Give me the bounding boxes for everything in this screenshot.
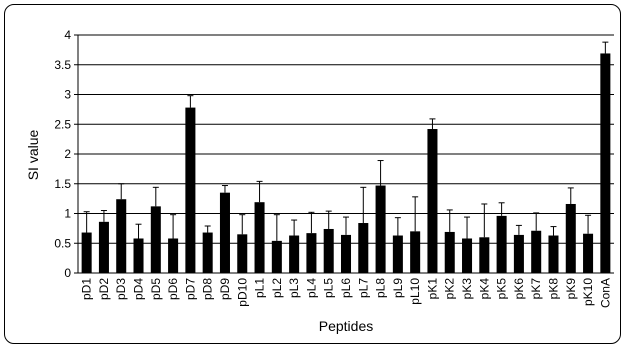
axes (77, 35, 614, 274)
bar (133, 238, 144, 273)
x-tick-label: pK7 (529, 278, 543, 300)
x-tick-labels: pD1 pD2 pD3 pD4 pD5 pD6 pD7 pD8 pD9 pD10 pL1 pL2 pL3… (80, 278, 613, 308)
x-tick-label: pL1 (253, 278, 267, 298)
x-tick-label: pD7 (183, 278, 197, 300)
x-axis-title: Peptides (319, 318, 373, 334)
y-tick-label: 0.5 (54, 236, 71, 250)
y-tick-label: 4 (64, 28, 71, 42)
bar (496, 215, 507, 273)
bar (427, 129, 438, 273)
y-tick-label: 1 (64, 207, 71, 221)
bar (479, 237, 490, 273)
bar (202, 232, 213, 273)
x-tick-label: pD1 (80, 278, 94, 300)
x-tick-label: ConA (598, 278, 612, 308)
x-tick-label: pD6 (166, 278, 180, 300)
x-tick-label: pL10 (408, 278, 422, 305)
x-tick-label: pK9 (564, 278, 578, 300)
x-tick-label: pK4 (477, 278, 491, 300)
bar (98, 221, 109, 273)
x-tick-label: pD9 (218, 278, 232, 300)
x-tick-label: pK1 (425, 278, 439, 300)
x-tick-label: pD4 (132, 278, 146, 300)
bar (462, 238, 473, 273)
bar-chart: 00.511.522.533.54 pD1 pD2 pD3 pD4 pD5 pD6 pD7 p… (25, 28, 614, 334)
bar (548, 235, 559, 273)
bar (150, 206, 161, 273)
y-tick-label: 2.5 (54, 117, 71, 131)
bar (289, 235, 300, 273)
x-tick-label: pL7 (356, 278, 370, 298)
bar (583, 233, 594, 273)
bar (219, 192, 230, 273)
x-tick-label: pL5 (322, 278, 336, 298)
bar (600, 53, 611, 273)
x-tick-label: pK3 (460, 278, 474, 300)
y-tick-label: 0 (64, 266, 71, 280)
bar (185, 107, 196, 273)
gridlines (74, 34, 614, 274)
bar (323, 228, 334, 273)
bar (565, 203, 576, 273)
x-tick-label: pL2 (270, 278, 284, 298)
x-tick-label: pK6 (512, 278, 526, 300)
bar (513, 234, 524, 273)
bar (340, 234, 352, 273)
chart-frame (4, 4, 621, 344)
bar (358, 223, 369, 273)
bar (116, 199, 127, 273)
error-bars (83, 41, 609, 241)
y-tick-label: 3 (64, 88, 71, 102)
bar (271, 240, 282, 273)
x-tick-label: pL4 (304, 278, 318, 298)
bar (375, 185, 386, 273)
x-tick-label: pD2 (97, 278, 111, 300)
y-tick-label: 1.5 (54, 177, 71, 191)
x-tick-label: pD10 (235, 278, 249, 307)
bar (168, 238, 179, 273)
y-tick-label: 3.5 (54, 58, 71, 72)
y-tick-labels: 0 0.5 1 1.5 2 2.5 3 3.5 4 (54, 28, 71, 280)
bars (81, 53, 611, 273)
x-tick-label: pD8 (201, 278, 215, 300)
bar (392, 235, 403, 273)
bar (444, 231, 455, 273)
x-tick-label: pL9 (391, 278, 405, 298)
bar (410, 231, 421, 273)
bar (237, 234, 248, 273)
x-tick-label: pL6 (339, 278, 353, 298)
bar (81, 232, 92, 273)
x-tick-label: pK5 (495, 278, 509, 300)
x-tick-label: pK8 (546, 278, 560, 300)
x-tick-label: pK2 (443, 278, 457, 300)
bar (531, 230, 542, 273)
x-tick-label: pK10 (581, 278, 595, 306)
x-tick-label: pL3 (287, 278, 301, 298)
y-tick-label: 2 (64, 147, 71, 161)
y-axis-title: SI value (25, 129, 41, 180)
bar (254, 202, 265, 273)
x-tick-label: pD3 (114, 278, 128, 300)
x-tick-label: pL8 (374, 278, 388, 298)
bar (306, 233, 317, 273)
x-tick-label: pD5 (149, 278, 163, 300)
